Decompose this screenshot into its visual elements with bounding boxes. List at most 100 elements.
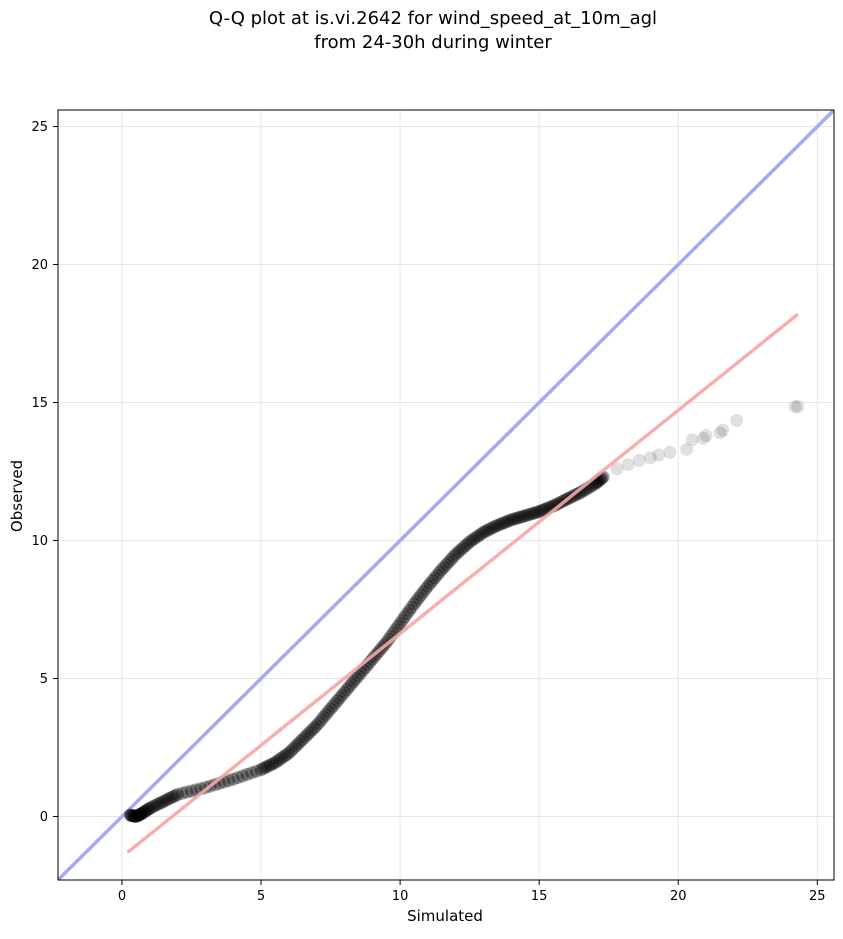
quantile-point bbox=[284, 744, 298, 758]
quantile-point bbox=[326, 699, 340, 713]
quantile-point bbox=[130, 809, 144, 823]
x-tick-label: 20 bbox=[670, 889, 687, 904]
quantile-point bbox=[474, 527, 488, 541]
quantile-point bbox=[423, 576, 437, 590]
quantile-point bbox=[125, 809, 139, 823]
quantile-point bbox=[481, 523, 495, 537]
y-tick-label: 20 bbox=[31, 258, 48, 273]
tail-point bbox=[663, 445, 677, 459]
quantile-point bbox=[134, 807, 148, 821]
quantile-point bbox=[259, 760, 273, 774]
quantile-point bbox=[314, 713, 328, 727]
y-tick-label: 0 bbox=[40, 810, 48, 825]
quantile-point bbox=[328, 696, 342, 710]
quantile-point bbox=[470, 530, 484, 544]
quantile-point bbox=[537, 503, 551, 517]
y-tick-label: 5 bbox=[40, 672, 48, 687]
quantile-point bbox=[235, 769, 249, 783]
tail-point bbox=[632, 454, 646, 468]
quantile-point bbox=[402, 603, 416, 617]
tail-point bbox=[730, 413, 744, 427]
plot-content bbox=[58, 110, 834, 880]
quantile-point bbox=[282, 746, 296, 760]
quantile-point bbox=[305, 723, 319, 737]
quantile-point bbox=[263, 758, 277, 772]
quantile-point bbox=[275, 751, 289, 765]
quantile-point bbox=[310, 718, 324, 732]
quantile-point bbox=[488, 520, 502, 534]
quantile-point bbox=[319, 707, 333, 721]
quantile-point bbox=[414, 588, 428, 602]
quantile-point bbox=[453, 543, 467, 557]
quantile-point bbox=[270, 754, 284, 768]
chart-title-line-2: from 24-30h during winter bbox=[314, 32, 552, 53]
quantile-point bbox=[289, 739, 303, 753]
quantile-point bbox=[317, 710, 331, 724]
quantile-point bbox=[500, 515, 514, 529]
tail-point bbox=[699, 429, 713, 443]
quantile-point bbox=[240, 767, 254, 781]
quantile-point bbox=[333, 691, 347, 705]
quantile-point bbox=[511, 511, 525, 525]
quantile-point bbox=[551, 497, 565, 511]
quantile-point bbox=[150, 798, 164, 812]
quantile-point bbox=[256, 761, 270, 775]
quantile-point bbox=[504, 513, 518, 527]
quantile-point bbox=[516, 509, 530, 523]
quantile-point bbox=[293, 735, 307, 749]
x-tick-label: 15 bbox=[531, 889, 548, 904]
quantile-point bbox=[490, 518, 504, 532]
plot-area: 0 5 10 15 20 25 0 5 10 15 20 25 bbox=[31, 109, 835, 904]
quantile-point bbox=[152, 797, 166, 811]
quantile-point bbox=[460, 537, 474, 551]
quantile-point bbox=[134, 807, 148, 821]
quantile-point bbox=[324, 702, 338, 716]
quantile-point bbox=[409, 594, 423, 608]
quantile-point bbox=[312, 716, 326, 730]
quantile-point bbox=[185, 784, 199, 798]
quantile-point bbox=[132, 808, 146, 822]
quantile-point bbox=[347, 674, 361, 688]
quantile-point bbox=[405, 600, 419, 614]
quantile-point bbox=[530, 505, 544, 519]
quantile-point bbox=[419, 582, 433, 596]
tail-point bbox=[643, 451, 657, 465]
quantile-point bbox=[175, 786, 189, 800]
quantile-point bbox=[128, 809, 142, 823]
quantile-point bbox=[268, 756, 282, 770]
quantile-point bbox=[286, 741, 300, 755]
quantile-point bbox=[331, 694, 345, 708]
quantile-point bbox=[133, 808, 147, 822]
quantile-point bbox=[507, 512, 521, 526]
quantile-point bbox=[421, 579, 435, 593]
quantile-point bbox=[497, 516, 511, 530]
quantile-point bbox=[514, 510, 528, 524]
quantile-point bbox=[444, 552, 458, 566]
quantile-point bbox=[249, 764, 263, 778]
quantile-point bbox=[166, 790, 180, 804]
quantile-point bbox=[335, 688, 349, 702]
quantile-point bbox=[398, 610, 412, 624]
quantile-point bbox=[180, 785, 194, 799]
quantile-point bbox=[254, 763, 268, 777]
tail-point bbox=[680, 442, 694, 456]
quantile-point bbox=[472, 528, 486, 542]
quantile-point bbox=[412, 591, 426, 605]
quantile-point bbox=[159, 793, 173, 807]
identity-line bbox=[58, 110, 834, 880]
quantile-point bbox=[300, 728, 314, 742]
tail-point bbox=[791, 400, 805, 414]
quantile-point bbox=[222, 774, 236, 788]
quantile-point bbox=[393, 616, 407, 630]
quantile-point bbox=[273, 752, 287, 766]
quantile-point bbox=[171, 787, 185, 801]
quantile-point bbox=[572, 486, 586, 500]
quantile-point bbox=[307, 721, 321, 735]
quantile-point bbox=[168, 789, 182, 803]
y-tick-label: 15 bbox=[31, 396, 48, 411]
quantile-point bbox=[449, 547, 463, 561]
quantile-point bbox=[141, 802, 155, 816]
